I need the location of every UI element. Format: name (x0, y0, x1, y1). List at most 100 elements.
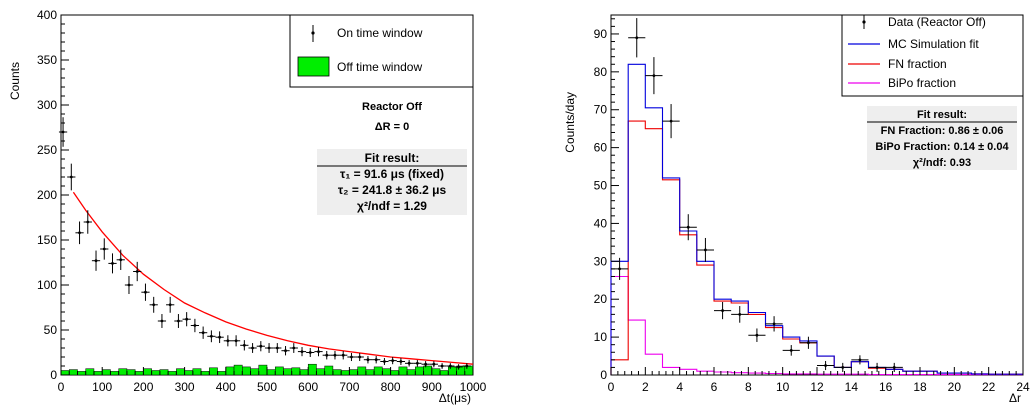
on-time-point (306, 348, 315, 357)
on-time-marker (407, 361, 411, 365)
off-time-bar (373, 366, 383, 376)
left-on-time-points (58, 117, 471, 370)
data-point (731, 306, 749, 323)
on-time-marker (111, 262, 114, 265)
off-time-bar (423, 365, 433, 376)
data-point-marker (635, 36, 639, 40)
on-time-marker (465, 364, 469, 368)
on-time-point (322, 350, 331, 360)
right-fit-fn: FN Fraction: 0.86 ± 0.06 (881, 125, 1004, 137)
off-time-bar (431, 368, 441, 376)
right-y-tick-label: 20 (594, 292, 608, 306)
on-time-point (289, 343, 298, 353)
off-time-bar (184, 370, 194, 376)
off-time-bar (209, 367, 218, 376)
right-x-tick-label: 6 (711, 380, 718, 394)
left-legend-on-time: On time window (337, 26, 423, 40)
left-y-tick-label: 200 (37, 188, 57, 202)
data-point (714, 301, 732, 320)
data-point (662, 104, 680, 139)
data-point-marker (807, 341, 810, 345)
on-time-point (116, 249, 125, 270)
left-chart: 0 100 200 300 400 500 600 700 800 900 1000 0 50 100 15… (8, 8, 487, 405)
on-time-marker (251, 346, 254, 350)
right-x-tick-label: 8 (745, 380, 752, 394)
off-time-bar (398, 366, 408, 376)
off-time-bar (151, 370, 161, 376)
off-time-bar (382, 368, 391, 376)
on-time-point (75, 221, 84, 245)
right-x-tick-label: 14 (845, 380, 859, 394)
on-time-marker (366, 358, 370, 362)
right-fit-bipo: BiPo Fraction: 0.14 ± 0.04 (875, 141, 1009, 153)
left-y-tick-label: 250 (37, 143, 57, 157)
left-fit-tau1: τ₁ = 91.6 μs (fixed) (340, 167, 444, 181)
data-point-marker (841, 366, 845, 369)
off-time-bar (390, 370, 400, 376)
off-time-bar (332, 369, 342, 376)
left-x-tick-label: 500 (257, 380, 277, 394)
on-time-marker (391, 359, 395, 362)
off-time-bar (357, 366, 367, 376)
left-fit-tau2: τ₂ = 241.8 ± 36.2 μs (338, 183, 447, 197)
on-time-point (157, 314, 167, 328)
off-time-bar (126, 369, 136, 376)
right-x-tick-label: 4 (676, 380, 683, 394)
left-x-tick-label: 400 (216, 380, 236, 394)
on-time-marker (325, 353, 329, 357)
right-x-axis-label: Δr (1009, 391, 1021, 405)
data-point (799, 336, 817, 349)
off-time-bar (242, 366, 251, 376)
left-y-tick-label: 0 (50, 368, 57, 382)
left-annotation-reactor-off: Reactor Off (362, 101, 422, 113)
on-time-point (330, 350, 340, 360)
data-point-marker (738, 312, 742, 316)
right-y-tick-label: 40 (594, 216, 608, 230)
data-point (868, 362, 886, 372)
on-time-marker (267, 346, 271, 350)
off-time-bar (159, 369, 169, 376)
on-time-marker (86, 220, 90, 224)
on-time-point (124, 276, 134, 294)
on-time-point (314, 347, 323, 357)
off-time-bar (225, 366, 235, 376)
right-x-tick-label: 0 (608, 380, 615, 394)
off-time-bar (101, 369, 111, 376)
data-point (645, 57, 663, 95)
on-time-marker (259, 344, 263, 348)
on-time-marker (284, 349, 287, 353)
on-time-point (273, 343, 282, 353)
off-time-bar (365, 369, 375, 376)
data-point-marker (824, 364, 827, 367)
off-time-bar (200, 371, 210, 376)
on-time-marker (341, 353, 345, 357)
data-point (628, 18, 646, 58)
off-time-bar (283, 368, 292, 376)
data-point-marker (618, 267, 621, 271)
right-legend-dot-data (862, 20, 866, 24)
on-time-point (108, 253, 117, 274)
off-time-bar (307, 363, 317, 376)
data-point (765, 316, 783, 332)
off-time-bar (118, 368, 128, 376)
left-legend-dot-on (311, 31, 315, 35)
on-time-marker (333, 353, 337, 357)
on-time-marker (234, 339, 238, 343)
left-x-tick-label: 1000 (460, 380, 487, 394)
right-fit-chi2: χ²/ndf: 0.93 (913, 157, 971, 169)
off-time-bar (176, 368, 185, 376)
right-y-tick-label: 0 (600, 368, 607, 382)
on-time-marker (69, 175, 73, 179)
off-time-bar (233, 364, 243, 376)
right-y-tick-label: 70 (594, 103, 608, 117)
on-time-point (190, 318, 200, 333)
on-time-marker (275, 346, 279, 350)
right-fit-box: Fit result: FN Fraction: 0.86 ± 0.06 BiP… (867, 106, 1017, 170)
right-x-tick-label: 10 (776, 380, 790, 394)
right-x-tick-label: 16 (879, 380, 893, 394)
data-point-marker (755, 333, 759, 337)
on-time-marker (399, 360, 403, 363)
on-time-point (429, 361, 438, 368)
off-time-bar (324, 365, 334, 376)
off-time-bar (60, 370, 70, 376)
